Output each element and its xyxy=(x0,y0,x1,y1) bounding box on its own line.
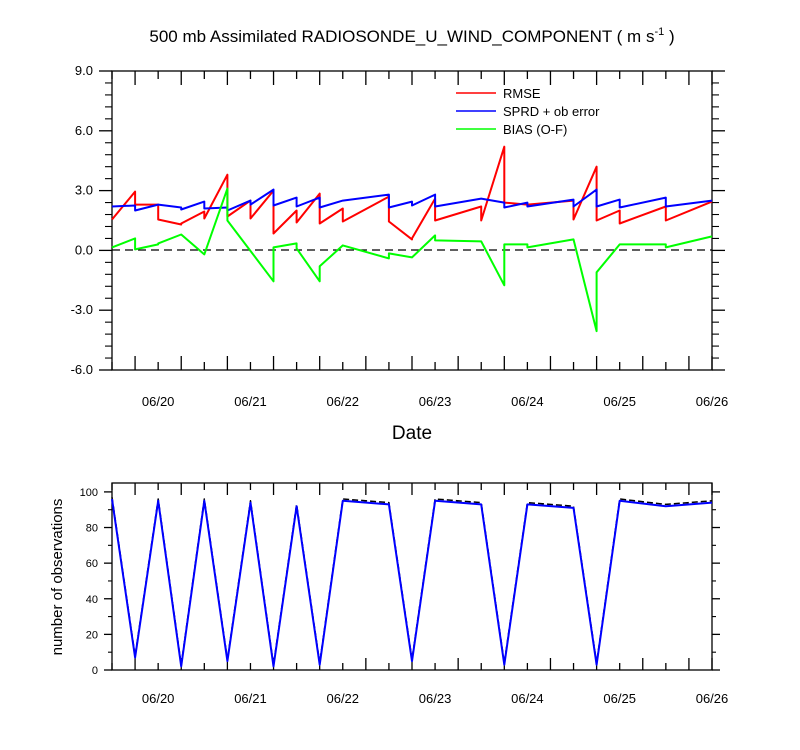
y-tick-label: 0 xyxy=(92,665,98,677)
x-tick-label: 06/25 xyxy=(603,394,636,409)
series-lines xyxy=(111,145,713,333)
y-tick-label: 0.0 xyxy=(75,242,93,257)
x-tick-label: 06/26 xyxy=(696,691,729,706)
plot-frame xyxy=(111,70,713,371)
y-tick-labels: 0 20 40 60 80 100 xyxy=(80,487,98,677)
legend-label: BIAS (O-F) xyxy=(503,122,567,137)
series-line xyxy=(111,498,713,668)
series-lines xyxy=(111,497,713,668)
x-tick-labels: 06/20 06/21 06/22 06/23 06/24 06/25 06/26 xyxy=(142,394,728,409)
rmse-spread-bias-plot: 9.06.03.00.0-3.0-6.0 06/20 06/21 06/22 06/2… xyxy=(71,63,729,409)
y-tick-label: 3.0 xyxy=(75,183,93,198)
y-tick-label: -3.0 xyxy=(71,302,93,317)
x-tick-label: 06/24 xyxy=(511,691,544,706)
x-tick-label: 06/21 xyxy=(234,394,267,409)
y-tick-label: 20 xyxy=(86,629,98,641)
y-tick-label: 6.0 xyxy=(75,123,93,138)
y-tick-labels: 9.0 6.0 3.0 0.0 -3.0 -6.0 xyxy=(71,63,93,377)
series-line xyxy=(111,187,713,333)
legend-label: RMSE xyxy=(503,86,541,101)
series-line xyxy=(111,145,713,241)
x-tick-label: 06/21 xyxy=(234,691,267,706)
x-tick-labels: 06/20 06/21 06/22 06/23 06/24 06/25 06/26 xyxy=(142,691,728,706)
axis-ticks xyxy=(99,70,725,371)
series-line xyxy=(111,188,713,212)
y-tick-label: 80 xyxy=(86,523,98,535)
y-tick-label: 40 xyxy=(86,594,98,606)
x-tick-label: 06/20 xyxy=(142,691,175,706)
x-tick-label: 06/26 xyxy=(696,394,729,409)
y-tick-label: 60 xyxy=(86,558,98,570)
chart-title: 500 mb Assimilated RADIOSONDE_U_WIND_COM… xyxy=(149,26,674,46)
legend: RMSE SPRD + ob error BIAS (O-F) xyxy=(456,86,600,137)
x-axis-label: Date xyxy=(392,423,432,444)
x-tick-label: 06/22 xyxy=(326,394,359,409)
legend-label: SPRD + ob error xyxy=(503,104,600,119)
y-tick-label: -6.0 xyxy=(71,362,93,377)
x-tick-label: 06/24 xyxy=(511,394,544,409)
x-tick-label: 06/25 xyxy=(603,691,636,706)
y-tick-label: 100 xyxy=(80,487,98,499)
x-tick-label: 06/22 xyxy=(326,691,359,706)
y-tick-label: 9.0 xyxy=(75,63,93,78)
axis-ticks xyxy=(104,483,720,671)
y-axis-label: number of observations xyxy=(49,499,66,656)
x-tick-label: 06/23 xyxy=(419,691,452,706)
x-tick-label: 06/20 xyxy=(142,394,175,409)
x-tick-label: 06/23 xyxy=(419,394,452,409)
